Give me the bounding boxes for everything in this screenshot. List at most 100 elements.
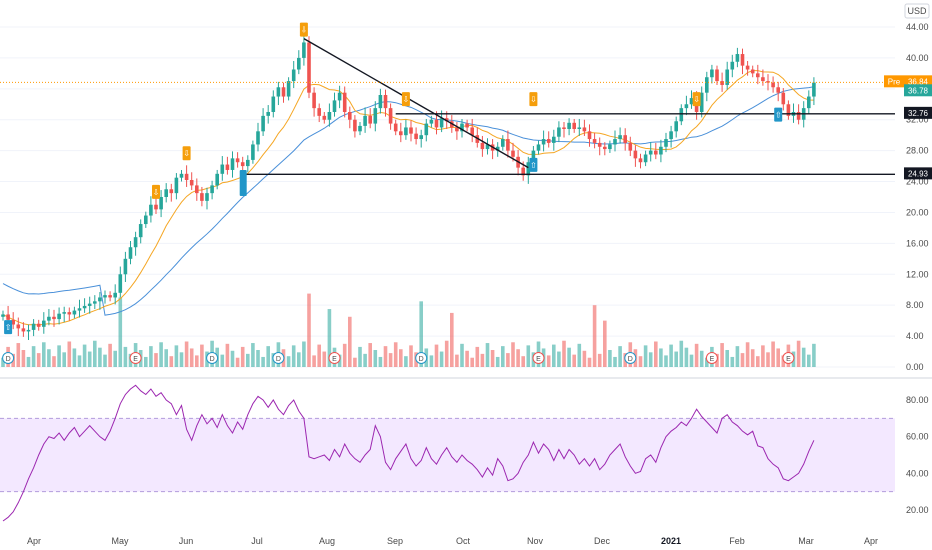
earnings-icon[interactable]: E <box>328 352 341 364</box>
pre-tag-badge <box>884 75 904 88</box>
volume-bar <box>378 356 383 367</box>
candle-body <box>57 313 61 320</box>
earnings-icon[interactable]: E <box>129 352 142 364</box>
volume-bar <box>613 356 617 367</box>
price-tick-label: 28.00 <box>906 146 929 156</box>
dividend-icon[interactable]: D <box>415 352 428 364</box>
price-tick-label: 12.00 <box>906 269 929 279</box>
volume-bar <box>291 345 296 367</box>
volume-bar <box>444 340 449 367</box>
volume-bar <box>511 342 515 367</box>
dividend-icon[interactable]: D <box>2 352 15 364</box>
candle-body <box>159 197 163 210</box>
candle-body <box>62 312 66 314</box>
volume-bar <box>307 293 311 367</box>
sell-signal-icon[interactable]: ⇩ <box>152 184 160 199</box>
volume-bar <box>674 351 678 367</box>
candle-body <box>312 92 316 109</box>
dividend-icon[interactable]: D <box>206 352 219 364</box>
dividend-icon[interactable]: D <box>272 352 285 364</box>
buy-signal-icon[interactable]: ⇧ <box>529 157 538 172</box>
buy-signal-icon[interactable]: ⇧ <box>4 320 13 335</box>
price-tick-label: 24.00 <box>906 177 929 187</box>
candle-body <box>42 320 46 327</box>
volume-bar <box>220 354 225 367</box>
volume-bar <box>98 347 102 367</box>
marker-letter: D <box>276 356 281 363</box>
candle-body <box>480 142 485 150</box>
volume-bar <box>659 348 663 367</box>
earnings-icon[interactable]: E <box>782 352 795 364</box>
volume-bar <box>470 357 474 367</box>
candle-body <box>531 150 536 163</box>
volume-bar <box>485 343 490 367</box>
sell-signal-icon[interactable]: ⇩ <box>401 92 410 107</box>
earnings-icon[interactable]: E <box>532 352 545 364</box>
trendline[interactable] <box>303 37 529 169</box>
candle-body <box>327 112 332 120</box>
volume-bar <box>154 353 158 367</box>
signal-glyph: ⇧ <box>5 323 12 332</box>
candle-body <box>536 144 541 151</box>
candle-body <box>388 108 393 124</box>
volume-bar <box>730 356 735 367</box>
candle-body <box>577 127 582 129</box>
dividend-icon[interactable]: D <box>624 352 637 364</box>
volume-bar <box>399 349 403 367</box>
volume-bar <box>475 346 480 367</box>
candle-body <box>720 81 724 85</box>
pre-tag-label: Pre <box>888 77 901 86</box>
candle-body <box>297 57 301 70</box>
volume-bar <box>801 347 806 367</box>
volume-bar <box>327 309 332 367</box>
candle-body <box>572 122 576 129</box>
sell-signal-icon[interactable]: ⇩ <box>692 92 701 107</box>
marker-letter: D <box>419 356 424 363</box>
candle-body <box>495 146 500 151</box>
candle-body <box>271 96 276 112</box>
volume-bar <box>42 342 46 367</box>
candle-body <box>286 81 291 97</box>
candle-body <box>455 127 459 132</box>
rsi-tick-label: 20.00 <box>906 505 929 515</box>
time-tick-label: Oct <box>456 536 471 546</box>
sell-signal-icon[interactable]: ⇩ <box>299 22 308 37</box>
candle-body <box>623 135 627 143</box>
candle-body <box>521 167 525 176</box>
volume-bar <box>16 343 21 367</box>
candle-body <box>195 185 199 194</box>
candle-body <box>16 324 21 329</box>
candle-body <box>735 54 740 62</box>
candle-body <box>363 115 367 126</box>
candle-body <box>144 215 148 225</box>
buy-signal-icon[interactable]: ⇧ <box>774 107 783 122</box>
signal-glyph: ⇩ <box>530 95 537 104</box>
volume-bar <box>552 344 556 367</box>
volume-bar <box>159 342 163 367</box>
volume-bar <box>286 356 291 367</box>
volume-bar <box>506 353 510 367</box>
candle-body <box>786 104 791 116</box>
candle-body <box>689 98 694 105</box>
candle-body <box>429 119 434 124</box>
signal-badge <box>182 146 191 161</box>
candle-body <box>169 189 174 194</box>
candle-body <box>31 323 36 330</box>
volume-bar <box>812 343 816 367</box>
candle-body <box>485 144 490 150</box>
candle-body <box>470 127 474 136</box>
volume-bar <box>455 354 459 367</box>
buy-signal-bar[interactable] <box>239 169 247 196</box>
volume-bar <box>103 354 107 367</box>
earnings-icon[interactable]: E <box>705 352 718 364</box>
volume-bar <box>735 346 740 367</box>
sell-signal-icon[interactable]: ⇩ <box>182 146 191 161</box>
volume-bar <box>567 347 571 367</box>
volume-bar <box>87 351 92 367</box>
sell-signal-icon[interactable]: ⇩ <box>529 92 538 107</box>
candle-body <box>103 295 107 298</box>
volume-bar <box>108 343 112 367</box>
signal-badge <box>299 22 308 37</box>
candle-body <box>93 301 97 304</box>
volume-bar <box>235 357 240 367</box>
